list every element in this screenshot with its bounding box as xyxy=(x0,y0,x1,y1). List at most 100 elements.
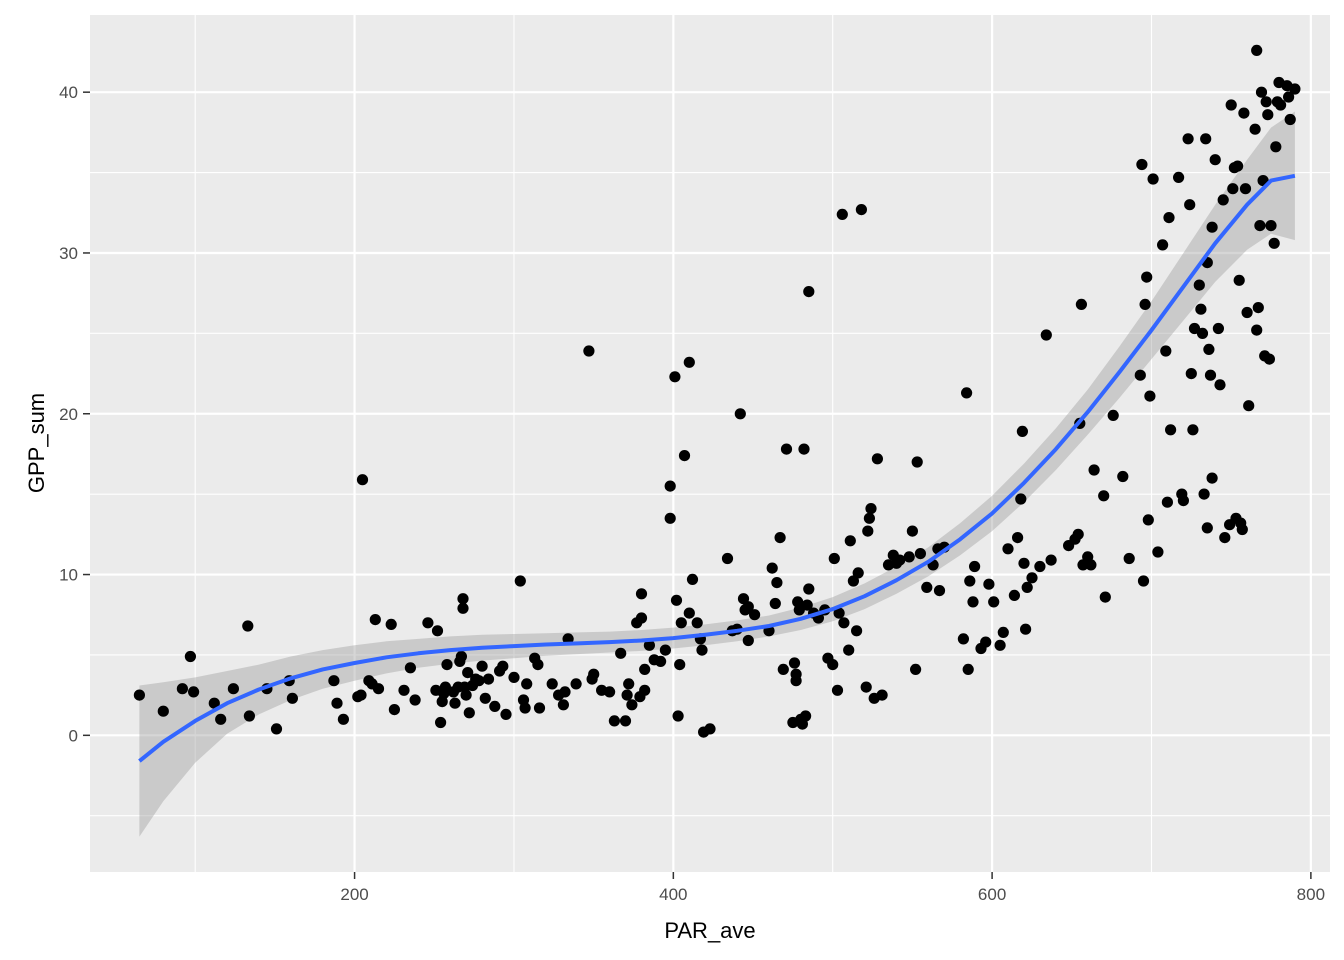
data-point xyxy=(670,594,683,606)
data-point xyxy=(961,387,973,399)
data-point xyxy=(1195,303,1207,315)
data-point xyxy=(635,612,648,624)
minor-gridlines xyxy=(90,15,1330,872)
data-point xyxy=(328,675,340,687)
data-point xyxy=(921,581,933,594)
data-point xyxy=(639,684,651,696)
data-point xyxy=(208,697,220,709)
data-point xyxy=(1201,522,1213,534)
data-point xyxy=(557,699,570,711)
data-point xyxy=(604,686,616,698)
data-point xyxy=(678,450,691,462)
data-point xyxy=(1045,554,1057,566)
data-point xyxy=(1012,532,1024,544)
data-point xyxy=(704,723,716,735)
data-point xyxy=(863,512,876,524)
data-point xyxy=(388,704,400,716)
y-tick-label: 20 xyxy=(59,405,78,424)
data-point xyxy=(184,650,196,663)
data-point xyxy=(788,657,801,669)
y-axis-ticks: 0 10 20 30 40 xyxy=(59,83,90,745)
y-tick-label: 0 xyxy=(69,726,78,745)
data-point xyxy=(1161,496,1173,508)
data-point xyxy=(635,588,648,600)
data-point xyxy=(1107,409,1119,421)
data-point xyxy=(655,655,667,668)
data-point xyxy=(852,567,864,579)
x-tick-label: 800 xyxy=(1297,885,1325,904)
data-point xyxy=(1233,274,1245,286)
data-point xyxy=(1020,623,1032,635)
data-point xyxy=(683,607,695,619)
data-point xyxy=(1160,345,1172,357)
data-point xyxy=(672,710,684,722)
data-point xyxy=(664,480,676,492)
data-point xyxy=(988,596,1000,608)
data-point xyxy=(639,663,651,676)
data-point xyxy=(1008,589,1021,602)
data-point xyxy=(1123,552,1135,565)
data-point xyxy=(1238,107,1250,119)
data-point xyxy=(1015,493,1027,505)
data-point xyxy=(894,554,906,566)
data-point xyxy=(851,625,863,637)
data-point xyxy=(865,503,877,515)
data-point xyxy=(683,356,695,368)
data-point xyxy=(1283,91,1295,103)
data-point xyxy=(691,617,703,629)
data-point xyxy=(664,512,676,524)
data-point xyxy=(769,597,781,610)
x-axis-title: PAR_ave xyxy=(664,918,755,943)
data-point xyxy=(521,678,533,690)
data-point xyxy=(1141,271,1153,283)
data-point xyxy=(1021,581,1033,594)
data-point xyxy=(838,617,850,629)
data-point xyxy=(356,474,369,486)
data-point xyxy=(1026,572,1038,584)
data-point xyxy=(227,683,239,695)
data-point xyxy=(270,723,283,735)
data-point xyxy=(482,673,495,685)
data-point xyxy=(1209,154,1221,166)
data-point xyxy=(588,668,600,680)
data-point xyxy=(1002,543,1014,555)
data-point xyxy=(862,525,874,537)
data-point xyxy=(1072,528,1084,540)
data-point xyxy=(876,689,888,701)
data-point xyxy=(1251,44,1263,57)
data-point xyxy=(1137,575,1150,587)
data-point xyxy=(803,286,815,298)
data-point xyxy=(836,208,848,220)
data-point xyxy=(1206,221,1218,233)
data-point xyxy=(286,692,298,704)
data-point xyxy=(422,617,434,629)
data-point xyxy=(967,596,979,608)
data-point xyxy=(441,659,453,671)
y-tick-label: 30 xyxy=(59,244,78,263)
data-point xyxy=(1196,327,1209,339)
data-point xyxy=(675,617,687,629)
data-point xyxy=(457,593,469,605)
data-point xyxy=(157,705,169,717)
data-point xyxy=(1214,379,1226,391)
data-point xyxy=(462,667,474,679)
data-point xyxy=(570,678,582,690)
data-point xyxy=(1157,239,1169,251)
data-point xyxy=(409,694,421,706)
y-tick-label: 40 xyxy=(59,83,78,102)
data-point xyxy=(798,443,810,455)
data-point xyxy=(455,650,467,663)
data-point xyxy=(1204,369,1217,381)
data-point xyxy=(1203,343,1215,355)
confidence-band-layer xyxy=(139,111,1295,837)
data-point xyxy=(372,683,385,695)
data-point xyxy=(1152,546,1164,558)
data-point xyxy=(742,601,754,613)
data-point xyxy=(1165,424,1177,436)
data-point xyxy=(933,585,946,597)
data-point xyxy=(1177,495,1189,507)
data-point xyxy=(800,710,812,722)
data-point xyxy=(871,453,884,465)
data-point xyxy=(721,552,734,565)
data-point xyxy=(1200,133,1212,145)
